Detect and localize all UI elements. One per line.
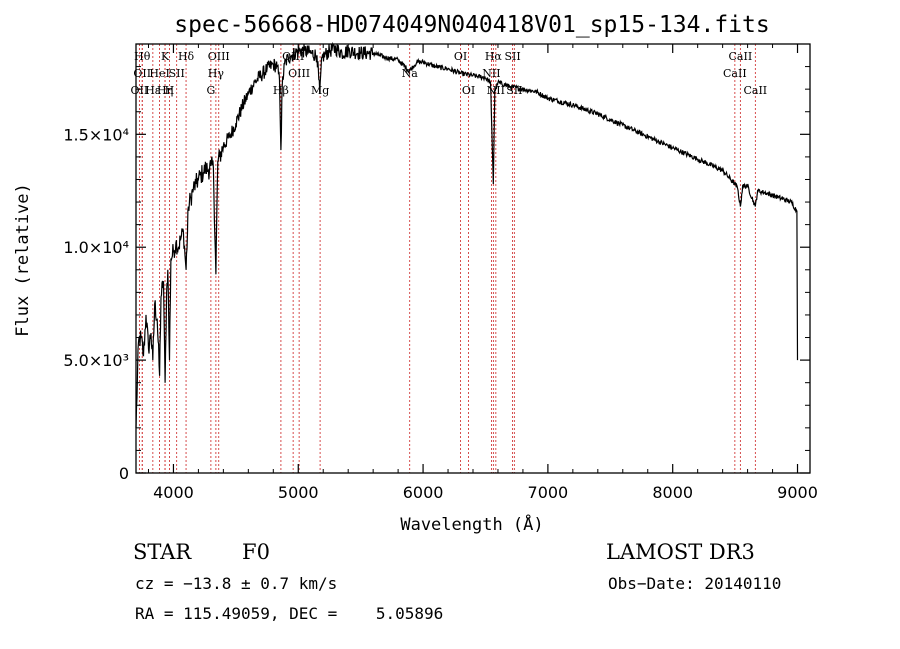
x-tick-label-2: 6000	[403, 483, 444, 502]
object-type: STAR	[133, 540, 192, 564]
line-label-8: SII	[169, 67, 185, 80]
axis-ticks: 4000 5000 6000 7000 8000 9000 0 5.0×10³ 1.0×10⁴ 1…	[63, 44, 818, 502]
line-label-27: CaII	[743, 84, 767, 97]
line-label-26: CaII	[729, 50, 753, 63]
line-label-5: K	[161, 50, 170, 63]
line-label-6: Hη	[157, 84, 173, 97]
x-axis-label: Wavelength (Å)	[400, 513, 543, 535]
line-label-18: OI	[454, 50, 467, 63]
line-label-9: Hδ	[178, 50, 195, 63]
line-label-20: NII	[482, 67, 500, 80]
x-tick-label-4: 8000	[652, 483, 693, 502]
spectrum-line	[135, 41, 799, 428]
observation-date: Obs−Date: 20140110	[608, 574, 782, 593]
coordinates: RA = 115.49059, DEC = 5.05896	[135, 604, 444, 623]
spectral-line-labels: OIIHθOIIHεHeIKHηHSIIHδGHγOIIIHβOIIIOIIIM…	[131, 50, 768, 97]
line-label-13: Hβ	[273, 84, 289, 97]
line-label-19: OI	[462, 84, 475, 97]
object-subclass: F0	[242, 540, 270, 564]
survey-name: LAMOST DR3	[606, 540, 755, 564]
plot-frame	[135, 43, 811, 474]
spectral-line-markers	[138, 44, 756, 473]
line-label-25: CaII	[723, 67, 747, 80]
line-label-0: OII	[131, 84, 149, 97]
x-tick-label-5: 9000	[777, 483, 818, 502]
redshift-cz: cz = −13.8 ± 0.7 km/s	[135, 574, 338, 593]
line-label-21: Hα	[485, 50, 503, 63]
x-tick-label-3: 7000	[528, 483, 569, 502]
y-axis-label: Flux (relative)	[13, 183, 33, 337]
y-tick-label-3: 1.5×10⁴	[63, 125, 129, 144]
line-label-10: G	[206, 84, 215, 97]
line-label-15: OIII	[288, 67, 310, 80]
y-tick-label-2: 1.0×10⁴	[63, 238, 129, 257]
y-tick-label-0: 0	[119, 464, 129, 483]
chart-title: spec-56668-HD074049N040418V01_sp15-134.f…	[174, 12, 769, 38]
line-label-3: Hε	[145, 84, 161, 97]
line-label-7: H	[165, 84, 175, 97]
line-label-4: HeI	[149, 67, 169, 80]
line-label-11: Hγ	[208, 67, 225, 80]
line-label-2: OII	[133, 67, 151, 80]
line-label-12: OIII	[208, 50, 230, 63]
y-tick-label-1: 5.0×10³	[63, 351, 129, 370]
x-tick-label-1: 5000	[278, 483, 319, 502]
x-tick-label-0: 4000	[153, 483, 194, 502]
line-label-1: Hθ	[134, 50, 151, 63]
line-label-23: SII	[504, 50, 520, 63]
line-label-17: Na	[402, 67, 419, 80]
